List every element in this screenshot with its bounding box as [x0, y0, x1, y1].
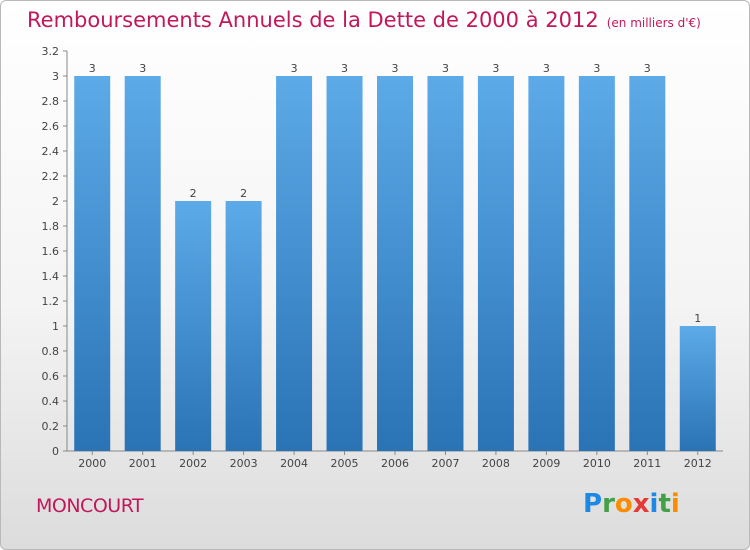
chart-title-text: Remboursements Annuels de la Dette de 20…	[27, 8, 599, 32]
logo-letter: o	[614, 489, 633, 519]
bar-2003	[225, 201, 262, 451]
bar-2001	[124, 76, 161, 451]
y-tick-label: 2.4	[42, 145, 60, 158]
logo-letter: x	[632, 489, 650, 519]
data-label: 1	[694, 312, 701, 325]
y-tick-label: 0.6	[42, 370, 60, 383]
x-tick-label: 2009	[532, 457, 560, 470]
x-tick-label: 2007	[431, 457, 459, 470]
data-label: 3	[442, 62, 449, 75]
proxiti-logo: Proxiti	[583, 489, 680, 519]
logo-letter: i	[670, 489, 680, 519]
bar-2008	[477, 76, 514, 451]
chart-title: Remboursements Annuels de la Dette de 20…	[27, 8, 701, 32]
data-label: 3	[89, 62, 96, 75]
y-tick-label: 1.8	[42, 220, 60, 233]
y-tick-label: 2.8	[42, 95, 60, 108]
x-tick-label: 2001	[129, 457, 157, 470]
x-tick-label: 2012	[684, 457, 712, 470]
chart-unit: (en milliers d'€)	[606, 16, 701, 30]
x-tick-label: 2011	[633, 457, 661, 470]
x-tick-label: 2000	[78, 457, 106, 470]
data-label: 3	[593, 62, 600, 75]
bar-2007	[427, 76, 464, 451]
x-tick-label: 2008	[482, 457, 510, 470]
y-tick-label: 2.2	[42, 170, 60, 183]
logo-letter: t	[658, 489, 671, 519]
bar-2010	[578, 76, 615, 451]
x-tick-label: 2004	[280, 457, 308, 470]
y-tick-label: 2.6	[42, 120, 60, 133]
x-tick-label: 2005	[331, 457, 359, 470]
data-label: 3	[492, 62, 499, 75]
bar-2005	[326, 76, 363, 451]
y-tick-label: 0	[52, 445, 59, 458]
y-tick-label: 0.8	[42, 345, 60, 358]
x-tick-label: 2003	[230, 457, 258, 470]
bar-2006	[377, 76, 413, 451]
data-labels: 3 3 2 2 3 3 3 3 3 3 3 3 1	[89, 62, 702, 325]
logo-letter: i	[649, 489, 659, 519]
data-label: 2	[190, 187, 197, 200]
data-label: 3	[291, 62, 298, 75]
x-tick-label: 2006	[381, 457, 409, 470]
data-label: 3	[392, 62, 399, 75]
logo-letter: P	[583, 489, 603, 519]
y-tick-label: 0.4	[42, 395, 60, 408]
bars	[74, 76, 716, 451]
data-label: 3	[341, 62, 348, 75]
y-tick-label: 3.2	[42, 45, 60, 58]
y-tick-label: 3	[52, 70, 59, 83]
data-label: 3	[543, 62, 550, 75]
bar-2011	[629, 76, 666, 451]
data-label: 3	[644, 62, 651, 75]
y-tick-label: 1	[52, 320, 59, 333]
bar-2004	[276, 76, 313, 451]
bar-2012	[679, 326, 716, 451]
y-tick-label: 2	[52, 195, 59, 208]
logo-letter: r	[602, 489, 615, 519]
bar-2002	[175, 201, 212, 451]
y-tick-label: 0.2	[42, 420, 60, 433]
x-tick-label: 2010	[583, 457, 611, 470]
y-tick-label: 1.6	[42, 245, 60, 258]
y-tick-label: 1.4	[42, 270, 60, 283]
bar-2000	[74, 76, 111, 451]
data-label: 2	[240, 187, 247, 200]
data-label: 3	[139, 62, 146, 75]
x-tick-label: 2002	[179, 457, 207, 470]
town-name: MONCOURT	[36, 495, 144, 517]
bar-2009	[528, 76, 565, 451]
axes: 0 0.2 0.4 0.6 0.8 1 1.2 1.4 1.6 1.8 2 2.2 2.4 2.6 2.8 3…	[42, 45, 723, 470]
y-tick-label: 1.2	[42, 295, 60, 308]
